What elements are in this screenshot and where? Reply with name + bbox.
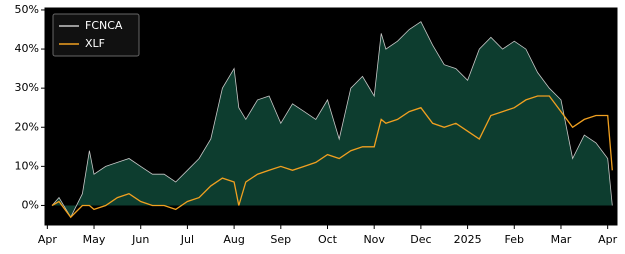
x-tick-label: Mar <box>551 233 572 246</box>
legend-label: FCNCA <box>85 19 123 32</box>
plot-frame <box>44 7 618 226</box>
x-tick-label: Jun <box>131 233 149 246</box>
x-tick-label: Feb <box>505 233 524 246</box>
x-tick-label: May <box>83 233 106 246</box>
x-tick-label: 2025 <box>454 233 482 246</box>
line <box>51 21 613 219</box>
x-tick-label: Oct <box>318 233 338 246</box>
x-tick-label: Aug <box>223 233 244 246</box>
y-tick-label: 30% <box>15 81 39 94</box>
y-tick-label: 10% <box>15 159 39 172</box>
area <box>52 21 613 218</box>
y-tick-label: 50% <box>15 3 39 16</box>
y-tick-label: 0% <box>22 198 39 211</box>
x-tick-label: Dec <box>410 233 431 246</box>
x-tick-label: Jul <box>180 233 194 246</box>
x-tick-label: Apr <box>598 233 618 246</box>
y-tick-label: 20% <box>15 120 39 133</box>
x-tick-label: Sep <box>270 233 291 246</box>
x-tick-label: Apr <box>38 233 58 246</box>
legend-label: XLF <box>85 37 105 50</box>
line <box>51 95 613 219</box>
y-tick-label: 40% <box>15 42 39 55</box>
legend-box <box>52 13 140 57</box>
x-tick-label: Nov <box>363 233 385 246</box>
